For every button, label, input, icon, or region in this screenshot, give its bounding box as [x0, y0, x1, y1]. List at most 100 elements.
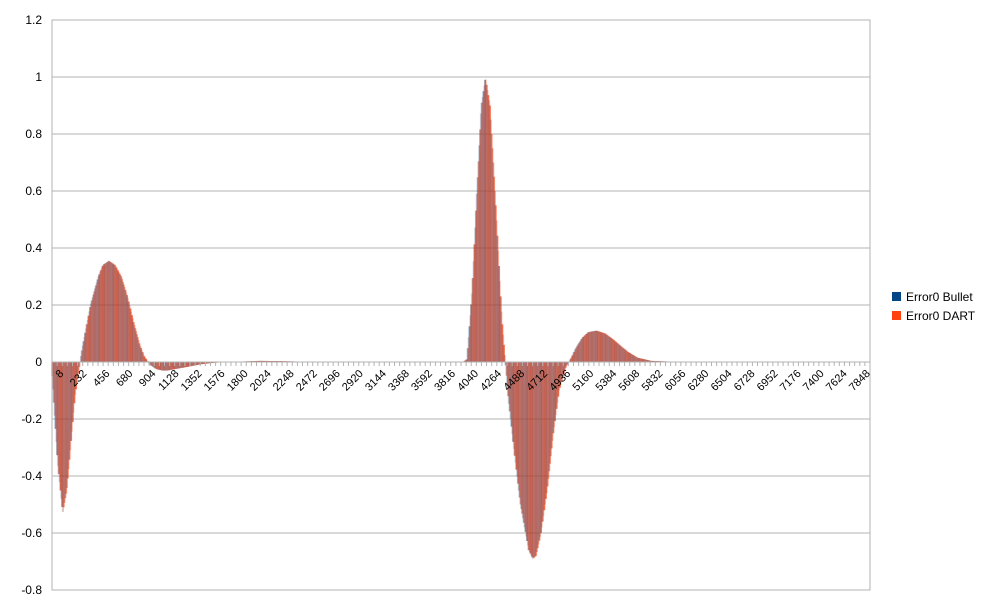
bar-bullet	[589, 331, 591, 362]
bar-dart	[265, 360, 268, 362]
x-tick-label: 1128	[156, 368, 181, 393]
bar-dart	[171, 362, 174, 370]
bar-dart	[55, 362, 57, 429]
bar-dart	[547, 362, 549, 487]
bar-dart	[134, 325, 136, 362]
bar-bullet	[124, 289, 126, 362]
x-tick-label: 6952	[755, 368, 781, 394]
bar-dart	[99, 272, 101, 362]
bar-dart	[583, 336, 585, 362]
bar-dart	[627, 352, 630, 362]
bar-bullet	[610, 338, 613, 362]
bar-bullet	[609, 337, 611, 362]
bar-dart	[69, 362, 71, 460]
bar-bullet	[139, 345, 141, 362]
bar-bullet	[540, 362, 543, 528]
x-tick-label: 2248	[271, 368, 297, 394]
bar-dart	[501, 311, 503, 362]
bar-dart	[477, 177, 479, 362]
bar-dart	[163, 362, 166, 371]
bar-bullet	[67, 362, 69, 470]
bar-bullet	[511, 362, 513, 435]
bar-bullet	[486, 89, 488, 363]
plot-frame	[51, 19, 871, 591]
bar-dart	[599, 331, 601, 362]
bar-bullet	[469, 304, 472, 362]
bar-bullet	[530, 362, 532, 556]
bar-dart	[545, 362, 547, 499]
bar-dart	[103, 264, 106, 362]
bar-bullet	[507, 362, 510, 404]
x-tick-label: 7176	[778, 368, 804, 394]
bar-bullet	[177, 362, 179, 369]
bar-dart	[93, 291, 96, 362]
bar-bullet	[512, 362, 515, 449]
bar-dart	[538, 362, 540, 545]
bar-bullet	[98, 272, 101, 362]
bar-dart	[185, 362, 188, 368]
bar-dart	[585, 334, 587, 362]
bar-dart	[642, 358, 645, 362]
bar-bullet	[209, 362, 211, 364]
bar-dart	[654, 360, 656, 362]
bar-bullet	[93, 291, 95, 362]
bar-dart	[549, 362, 552, 464]
bar-dart	[86, 324, 88, 362]
bar-bullet	[114, 265, 116, 362]
bar-bullet	[502, 334, 504, 362]
bar-bullet	[129, 308, 131, 362]
bar-bullet	[492, 162, 494, 362]
bar-bullet	[159, 362, 162, 371]
bar-dart	[486, 84, 488, 362]
bar-bullet	[103, 263, 106, 362]
bar-dart	[195, 362, 198, 366]
bar-dart	[139, 343, 141, 362]
bar-bullet	[95, 282, 97, 362]
bar-dart	[552, 362, 554, 441]
bar-bullet	[474, 227, 476, 362]
bar-bullet	[97, 276, 99, 362]
bar-dart	[149, 362, 152, 365]
bar-dart	[114, 264, 116, 362]
bar-bullet	[629, 353, 632, 362]
bar-bullet	[473, 244, 475, 362]
bar-bullet	[116, 268, 118, 362]
bar-dart	[511, 362, 514, 435]
bar-dart	[613, 340, 616, 362]
bar-dart	[601, 332, 603, 362]
y-tick-label: 0	[35, 355, 42, 369]
bar-dart	[646, 359, 649, 362]
bar-dart	[638, 358, 640, 362]
bar-dart	[106, 262, 108, 362]
bar-dart	[551, 362, 553, 449]
bar-dart	[263, 360, 265, 362]
x-tick-label: 680	[114, 368, 135, 389]
bar-bullet	[72, 362, 74, 413]
bar-dart	[631, 354, 634, 362]
bar-bullet	[190, 362, 193, 366]
bar-bullet	[554, 362, 557, 415]
bar-dart	[550, 362, 552, 457]
x-tick-label: 5608	[617, 368, 643, 394]
bar-dart	[632, 354, 635, 362]
bar-dart	[172, 362, 175, 370]
bar-bullet	[100, 268, 102, 362]
bar-bullet	[172, 362, 174, 370]
x-tick-label: 2696	[317, 368, 343, 394]
bar-bullet	[135, 331, 137, 362]
bar-dart	[136, 334, 138, 362]
bar-dart	[512, 362, 515, 442]
bar-dart	[162, 362, 165, 371]
legend-item-dart: Error0 DART	[892, 306, 975, 325]
bar-bullet	[488, 100, 490, 363]
bar-bullet	[509, 362, 511, 419]
x-tick-label: 7624	[824, 368, 850, 394]
bar-dart	[504, 355, 506, 362]
bar-dart	[115, 267, 118, 362]
bar-dart	[204, 362, 206, 364]
y-tick-label: 0.2	[25, 298, 42, 312]
bar-dart	[612, 338, 614, 362]
bar-bullet	[145, 359, 148, 362]
bar-dart	[69, 362, 72, 451]
bar-dart	[629, 353, 631, 362]
